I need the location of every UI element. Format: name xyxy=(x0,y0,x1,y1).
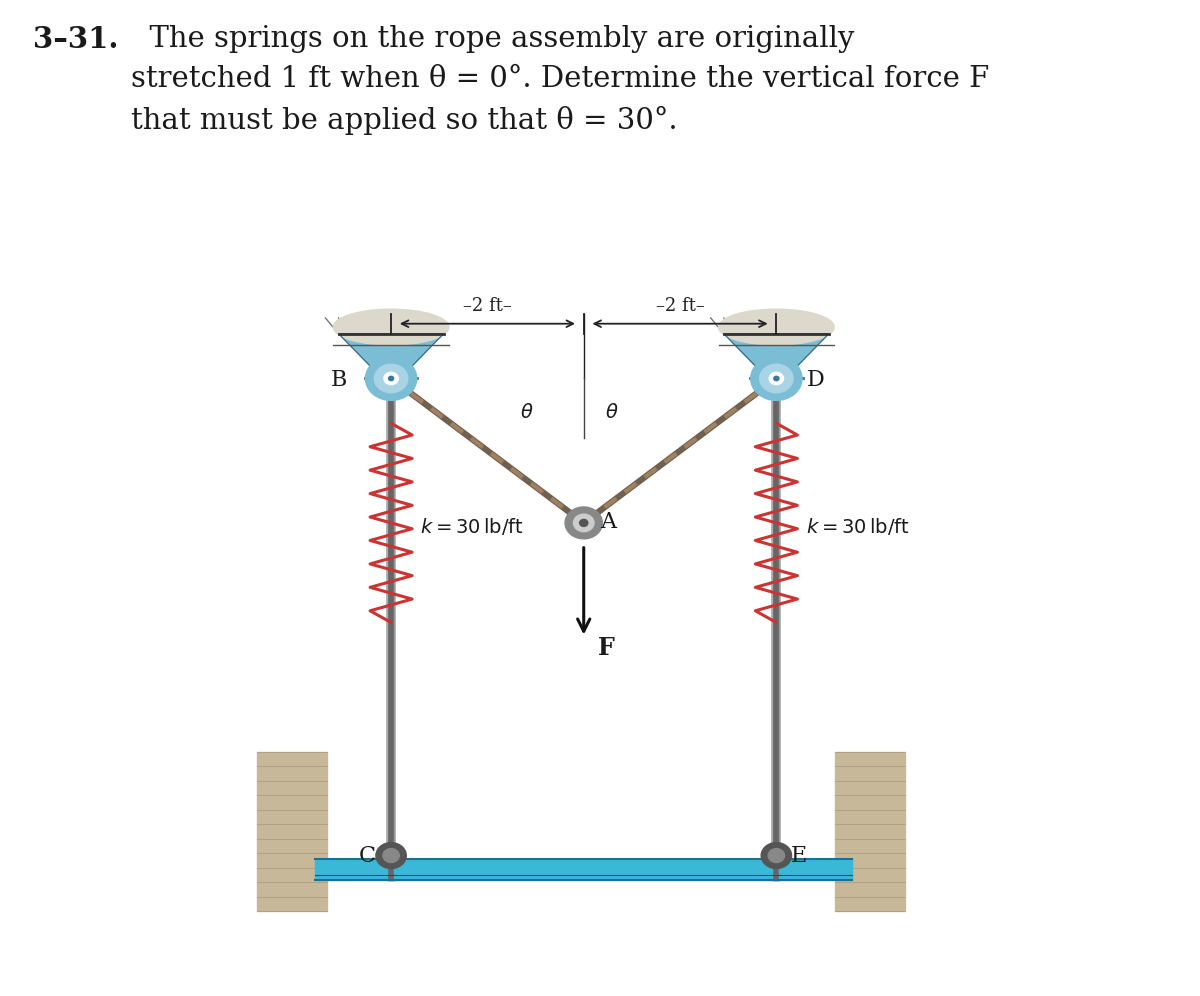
Text: $\theta$: $\theta$ xyxy=(605,403,618,422)
Circle shape xyxy=(389,376,394,380)
Circle shape xyxy=(376,843,407,869)
Text: $k = 30\,\mathrm{lb/ft}$: $k = 30\,\mathrm{lb/ft}$ xyxy=(805,516,910,537)
Text: –2 ft–: –2 ft– xyxy=(463,297,511,315)
Polygon shape xyxy=(724,334,829,387)
Circle shape xyxy=(565,507,602,539)
Circle shape xyxy=(774,376,779,380)
Bar xyxy=(316,859,852,880)
Circle shape xyxy=(751,357,802,400)
Text: C: C xyxy=(359,845,376,867)
Bar xyxy=(257,752,326,911)
Text: E: E xyxy=(791,845,806,867)
Circle shape xyxy=(769,373,784,384)
Ellipse shape xyxy=(719,309,834,345)
Polygon shape xyxy=(338,334,444,387)
Text: F: F xyxy=(598,636,614,660)
Circle shape xyxy=(760,365,793,392)
Circle shape xyxy=(383,849,400,863)
Circle shape xyxy=(366,357,416,400)
Text: $\theta$: $\theta$ xyxy=(520,403,533,422)
Text: $k = 30\,\mathrm{lb/ft}$: $k = 30\,\mathrm{lb/ft}$ xyxy=(420,516,524,537)
Circle shape xyxy=(384,373,398,384)
Text: –2 ft–: –2 ft– xyxy=(655,297,704,315)
Circle shape xyxy=(768,849,785,863)
Circle shape xyxy=(761,843,792,869)
Bar xyxy=(835,752,905,911)
Circle shape xyxy=(574,514,594,532)
Text: B: B xyxy=(330,370,347,391)
Circle shape xyxy=(374,365,408,392)
Text: The springs on the rope assembly are originally
stretched 1 ft when θ = 0°. Dete: The springs on the rope assembly are ori… xyxy=(131,25,989,134)
Circle shape xyxy=(580,519,588,527)
Ellipse shape xyxy=(334,309,449,345)
Text: D: D xyxy=(806,370,824,391)
Text: A: A xyxy=(600,511,616,533)
Text: 3–31.: 3–31. xyxy=(32,25,118,54)
